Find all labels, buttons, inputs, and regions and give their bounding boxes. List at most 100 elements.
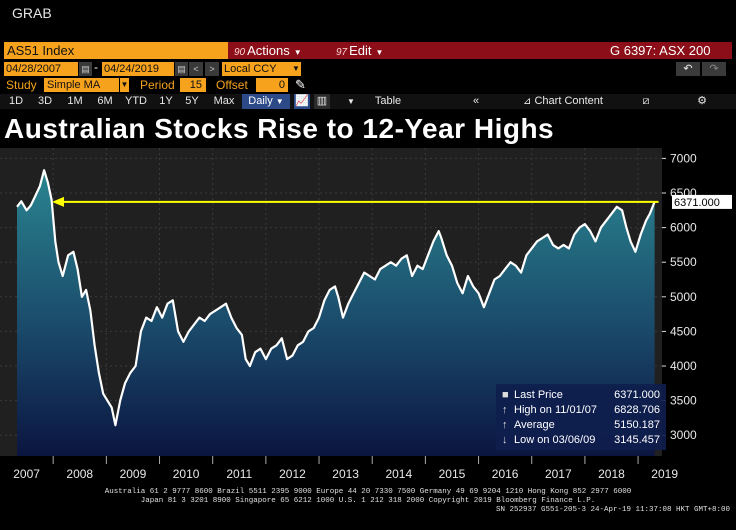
caret-down-icon: ▼	[375, 48, 384, 57]
legend-value: 5150.187	[614, 419, 660, 431]
offset-input[interactable]: 0	[256, 78, 288, 92]
chevron-down-icon: ▼	[275, 97, 284, 106]
line-chart-icon[interactable]: 📈	[294, 94, 310, 109]
y-tick-label: 7000	[670, 151, 697, 165]
y-tick-label: 5000	[670, 290, 697, 304]
arrow-icon: ↑	[502, 404, 508, 416]
period-1y-button[interactable]: 1Y	[159, 95, 173, 107]
ticker-field[interactable]: AS51 Index	[4, 42, 228, 59]
x-tick-label: 2017	[545, 467, 572, 481]
legend-label: Average	[514, 419, 555, 431]
period-1m-button[interactable]: 1M	[67, 95, 83, 107]
calendar-icon[interactable]: ▤	[79, 62, 92, 76]
chevron-down-icon[interactable]: ▼	[119, 78, 129, 92]
y-tick-label: 5500	[670, 255, 697, 269]
table-button[interactable]: Table	[374, 95, 402, 107]
x-tick-label: 2011	[226, 467, 252, 481]
price-area	[17, 170, 655, 456]
period-3d-button[interactable]: 3D	[37, 95, 53, 107]
security-code: G 6397: ASX 200	[610, 43, 711, 58]
edit-menu-button[interactable]: 97 Edit ▼	[336, 42, 383, 59]
period-input[interactable]: 15	[180, 78, 206, 92]
chevron-down-icon[interactable]: ▼	[347, 97, 355, 106]
chart-title: Australian Stocks Rise to 12-Year Highs	[0, 112, 736, 146]
x-tick-label: 2012	[279, 467, 306, 481]
window-title: GRAB	[12, 5, 52, 21]
frequency-label: Daily	[248, 95, 273, 107]
y-tick-label: 3000	[670, 428, 697, 442]
y-tick-label: 3500	[670, 394, 697, 408]
calendar-icon[interactable]: ▤	[175, 62, 188, 76]
period-5y-button[interactable]: 5Y	[185, 95, 199, 107]
collapse-left-icon[interactable]: «	[472, 95, 480, 107]
period-max-button[interactable]: Max	[213, 95, 235, 107]
chart-toolbar	[0, 94, 736, 109]
period-1d-button[interactable]: 1D	[8, 95, 24, 107]
x-tick-label: 2019	[651, 467, 678, 481]
x-axis: 2007 2008 2009 2010 2011 2012 2013 2014 2015 2016…	[13, 456, 678, 481]
legend-label: Low on 03/06/09	[514, 434, 595, 446]
last-price-tag-text: 6371.000	[674, 197, 720, 209]
square-icon: ■	[502, 389, 509, 401]
end-date-input[interactable]: 04/24/2019	[102, 62, 174, 76]
study-select[interactable]: Simple MA	[44, 78, 120, 92]
legend: ■ Last Price 6371.000 ↑ High on 11/01/07 6828…	[496, 384, 666, 450]
chart-content-button[interactable]: ⊿ Chart Content	[506, 94, 620, 109]
legend-value: 6828.706	[614, 404, 660, 416]
last-price-tag	[672, 194, 732, 209]
chart-content-label: Chart Content	[534, 95, 603, 107]
arrow-icon: ↓	[502, 434, 508, 446]
edit-menu-label: Edit	[349, 43, 372, 58]
caret-down-icon: ▼	[293, 48, 302, 57]
edit-chart-icon[interactable]: ⧄	[642, 95, 650, 107]
bar-chart-icon[interactable]: ▥	[314, 94, 330, 109]
x-tick-label: 2016	[492, 467, 519, 481]
x-tick-label: 2018	[598, 467, 625, 481]
legend-box	[496, 384, 666, 450]
menu-bar	[228, 42, 732, 59]
x-tick-label: 2008	[66, 467, 93, 481]
period-6m-button[interactable]: 6M	[97, 95, 113, 107]
currency-select[interactable]: Local CCY	[222, 62, 292, 76]
edit-menu-number: 97	[336, 47, 348, 58]
pencil-icon[interactable]: ✎	[295, 77, 306, 92]
undo-icon[interactable]: ↶	[676, 62, 700, 76]
footer-serial: SN 252937 G551-205-3 24-Apr-19 11:37:08 …	[495, 506, 730, 514]
arrow-left-icon	[52, 196, 64, 207]
y-tick-label: 6000	[670, 221, 697, 235]
legend-label: High on 11/01/07	[514, 404, 597, 416]
price-line	[16, 169, 656, 427]
y-tick-label: 4500	[670, 324, 697, 338]
gear-icon[interactable]: ⚙	[697, 95, 707, 107]
redo-icon[interactable]: ↷	[702, 62, 726, 76]
x-tick-label: 2013	[332, 467, 359, 481]
actions-menu-button[interactable]: 90 Actions ▼	[234, 42, 302, 59]
frequency-select[interactable]: Daily ▼	[242, 94, 290, 109]
date-separator: -	[94, 60, 98, 74]
x-tick-label: 2009	[120, 467, 147, 481]
x-tick-label: 2014	[385, 467, 412, 481]
legend-label: Last Price	[514, 389, 563, 401]
previous-period-button[interactable]: <	[189, 62, 203, 76]
x-tick-label: 2015	[439, 467, 466, 481]
study-label: Study	[6, 78, 37, 92]
y-tick-label: 4000	[670, 359, 697, 373]
chevron-down-icon[interactable]: ▼	[291, 62, 301, 76]
start-date-input[interactable]: 04/28/2007	[4, 62, 78, 76]
x-tick-label: 2007	[13, 467, 40, 481]
actions-menu-label: Actions	[247, 43, 290, 58]
legend-value: 3145.457	[614, 434, 660, 446]
next-period-button[interactable]: >	[205, 62, 219, 76]
offset-label: Offset	[216, 78, 248, 92]
x-tick-label: 2010	[173, 467, 200, 481]
legend-value: 6371.000	[614, 389, 660, 401]
period-ytd-button[interactable]: YTD	[125, 95, 147, 107]
period-label: Period	[140, 78, 175, 92]
chart-content-icon: ⊿	[523, 96, 532, 107]
footer-contacts: Australia 61 2 9777 8600 Brazil 5511 239…	[104, 488, 632, 496]
footer-contacts-2: Japan 81 3 3201 8900 Singapore 65 6212 1…	[140, 497, 596, 505]
arrow-icon: ↑	[502, 419, 508, 431]
actions-menu-number: 90	[234, 47, 246, 58]
